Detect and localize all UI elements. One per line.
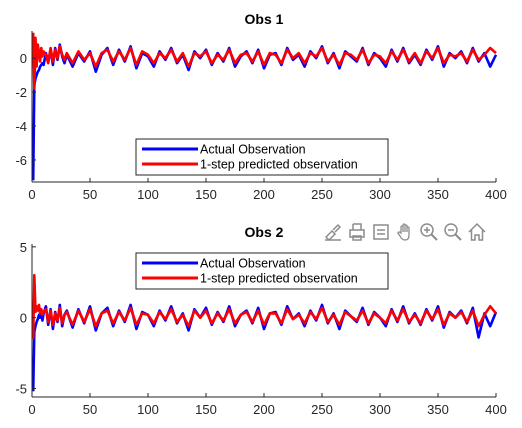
pan-icon: [397, 223, 410, 241]
zoom-out-button[interactable]: [442, 220, 464, 244]
x-tick-label: 350: [427, 402, 449, 417]
y-tick-label: 5: [20, 240, 27, 255]
x-tick-label: 0: [28, 187, 35, 202]
legend-label: Actual Observation: [200, 257, 306, 271]
datatip-button[interactable]: [370, 220, 392, 244]
subplot-obs-1: Obs 1 0 50 100 150 200 250 300 350 400 0 -2 -4 -6 Actu…: [15, 11, 506, 202]
pan-button[interactable]: [394, 220, 416, 244]
x-tick-label: 100: [137, 187, 159, 202]
x-tick-label: 100: [137, 402, 159, 417]
y-tick-label: -5: [15, 382, 27, 397]
chart-title: Obs 2: [245, 224, 284, 240]
zoom-out-icon: [444, 223, 462, 241]
y-tick-label: 0: [20, 311, 27, 326]
axes-toolbar: [322, 218, 488, 246]
x-tick-label: 200: [253, 402, 275, 417]
zoom-in-icon: [420, 223, 438, 241]
x-tick-label: 400: [485, 402, 507, 417]
legend-label: Actual Observation: [200, 143, 306, 157]
brush-button[interactable]: [322, 220, 344, 244]
x-tick-label: 50: [83, 187, 97, 202]
brush-icon: [324, 223, 342, 242]
series-line-predicted: [31, 273, 498, 339]
y-tick-label: -2: [15, 85, 27, 100]
x-tick-label: 150: [195, 187, 217, 202]
x-tick-label: 300: [369, 402, 391, 417]
x-tick-label: 300: [369, 187, 391, 202]
zoom-in-button[interactable]: [418, 220, 440, 244]
subplot-obs-2: Obs 20 50 100 150 200 250 300 350 40050-5Actual …: [15, 224, 506, 417]
x-tick-label: 250: [311, 187, 333, 202]
home-button[interactable]: [466, 220, 488, 244]
x-tick-label: 200: [253, 187, 275, 202]
plot-lines: [31, 273, 498, 392]
y-tick-label: 0: [20, 51, 27, 66]
legend-label: 1-step predicted observation: [200, 158, 358, 172]
x-tick-label: 400: [485, 187, 507, 202]
y-tick-label: -6: [15, 153, 27, 168]
x-tick-label: 150: [195, 402, 217, 417]
chart-title: Obs 1: [245, 11, 284, 27]
export-button[interactable]: [346, 220, 368, 244]
legend-box: [135, 138, 389, 176]
x-tick-label: 250: [311, 402, 333, 417]
x-tick-label: 0: [28, 402, 35, 417]
legend-label: 1-step predicted observation: [200, 272, 358, 286]
series-line-predicted: [31, 32, 497, 90]
export-icon: [349, 223, 365, 241]
legend-box: [135, 252, 389, 290]
home-icon: [468, 222, 486, 241]
x-tick-label: 350: [427, 187, 449, 202]
y-tick-label: -4: [15, 119, 27, 134]
plot-lines: [31, 32, 498, 181]
datatip-icon: [373, 224, 389, 240]
x-tick-label: 50: [83, 402, 97, 417]
